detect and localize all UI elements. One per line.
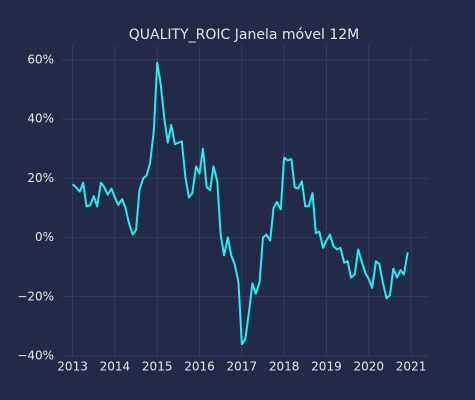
- x-tick-label: 2018: [269, 360, 300, 374]
- x-tick-label: 2014: [100, 360, 131, 374]
- x-tick-label: 2019: [311, 360, 342, 374]
- x-tick-label: 2021: [396, 360, 427, 374]
- line: [71, 61, 409, 346]
- x-tick-label: 2016: [184, 360, 215, 374]
- y-tick-label: −20%: [17, 289, 54, 303]
- y-tick-label: 20%: [27, 171, 54, 185]
- y-tick-label: 0%: [35, 230, 54, 244]
- y-tick-label: 40%: [27, 112, 54, 126]
- x-tick-label: 2020: [353, 360, 384, 374]
- y-tick-label: 60%: [27, 52, 54, 66]
- chart-title: QUALITY_ROIC Janela móvel 12M: [129, 27, 359, 43]
- x-tick-label: 2015: [142, 360, 173, 374]
- x-tick-label: 2013: [57, 360, 88, 374]
- y-tick-label: −40%: [17, 349, 54, 363]
- x-tick-label: 2017: [227, 360, 258, 374]
